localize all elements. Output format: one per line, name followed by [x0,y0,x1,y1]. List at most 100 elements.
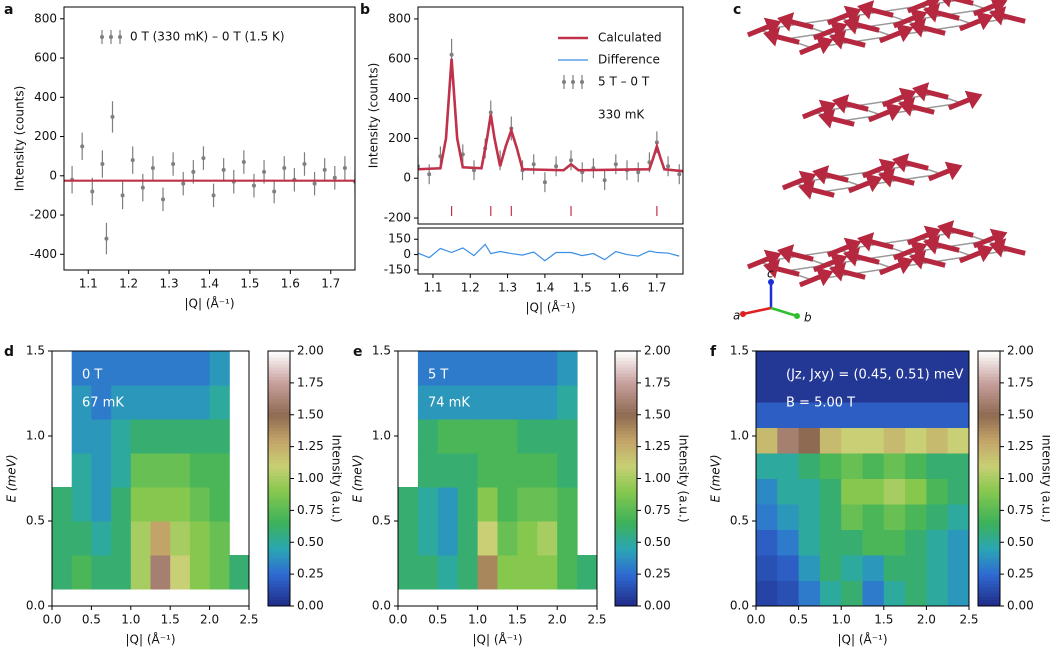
heatmap-cell [497,521,518,556]
y-axis-label: Intensity (counts) [13,86,27,192]
heatmap-cell [862,351,885,377]
annotation: 67 mK [82,396,124,411]
data-point [201,156,206,161]
heatmap-cell [111,419,132,454]
colorbar-slice [615,395,637,400]
heatmap-cell [819,402,842,428]
heatmap-cell [398,521,419,556]
colorbar-slice [268,446,290,451]
heatmap-cell [209,385,230,420]
axes-frame [63,6,356,271]
colorbar-slice [268,558,290,562]
spin-arrow [972,0,1008,17]
heatmap-cell [71,419,92,454]
x-tick-label: 0.5 [428,613,447,627]
heatmap-cell [71,555,92,590]
spin-arrow [906,0,942,14]
heatmap-cell [398,487,419,522]
spin-arrow [812,165,849,185]
colorbar-slice [268,360,290,365]
colorbar-slice [615,504,637,508]
colorbar-slice [978,456,1000,460]
heatmap-cell [798,376,821,403]
y-tick-label: 0 [49,168,57,182]
heatmap-cell [926,402,949,428]
colorbar-slice [978,449,1000,454]
spin-structure: c a b [733,0,1026,325]
colorbar-slice [615,599,637,604]
y-tick-label: 800 [34,11,57,25]
colorbar-slice [978,382,1000,387]
colorbar-slice [978,599,1000,604]
heatmap-cell [91,487,112,522]
colorbar-slice [978,478,1000,483]
colorbar-tick-label: 0.00 [1007,599,1034,613]
y-axis-label: E (meV) [351,454,365,502]
y-tick-label: 1.0 [730,429,749,443]
colorbar-tick-label: 0.25 [297,567,324,581]
colorbar-slice [978,535,1000,540]
heatmap-cell [926,555,949,581]
colorbar-slice [615,437,637,441]
colorbar-slice [978,500,1000,505]
heatmap-cell [537,419,558,454]
heatmap-cell [91,419,112,454]
colorbar-slice [615,545,637,550]
y-tick-label: 0.0 [372,599,391,613]
heatmap-cell [170,521,191,556]
colorbar-slice [615,443,637,448]
heatmap-cell [477,521,498,556]
heatmap-cell [756,580,778,606]
heatmap-cell [457,351,479,386]
colorbar-slice [268,395,290,400]
heatmap-cell [883,376,906,403]
legend-marker [118,35,122,39]
data-point [569,158,574,163]
colorbar-slice [978,386,1000,390]
spin-arrow [829,262,866,282]
colorbar-slice [615,459,637,464]
spin-arrow [826,237,862,258]
y-tick-label: 150 [388,232,411,246]
data-point [130,158,135,163]
x-tick-label: 1.7 [321,277,340,291]
colorbar-slice [615,433,637,438]
data-point [488,110,493,115]
legend-label: 5 T – 0 T [598,75,650,89]
panel-letter: e [353,344,363,360]
panel-letter: b [360,2,370,18]
spin-arrow [798,180,835,200]
heatmap-cell [130,487,151,522]
spin-arrow [878,23,914,44]
data-point [531,162,536,167]
spin-arrow [912,82,949,102]
colorbar-slice [978,532,1000,537]
heatmap-cell [819,351,842,377]
colorbar-slice [268,379,290,384]
data-point [666,164,671,169]
colorbar-slice [268,475,290,479]
heatmap-cell [537,385,558,420]
colorbar-slice [978,548,1000,553]
colorbar-slice [268,468,290,473]
heatmap-cell [437,487,459,522]
heatmap-cell [52,521,73,556]
heatmap-cell [417,487,439,522]
spin-arrow [892,153,929,173]
heatmap-cell [926,351,949,377]
heatmap-cell [71,521,92,556]
heatmap-cell [862,580,885,606]
heatmap-cell [883,351,906,377]
heatmap-cell [398,555,419,590]
heatmap-cell [947,427,969,454]
legend-marker [109,35,113,39]
x-tick-label: 1.0 [468,613,487,627]
colorbar-slice [978,491,1000,495]
spin-arrow [898,97,935,117]
heatmap-cell [756,351,778,377]
heatmap-cell [111,555,132,590]
x-axis-label: |Q| (Å⁻¹) [472,632,522,647]
line [418,58,683,173]
heatmap-cell [517,419,538,454]
heatmap-cell [209,521,230,556]
